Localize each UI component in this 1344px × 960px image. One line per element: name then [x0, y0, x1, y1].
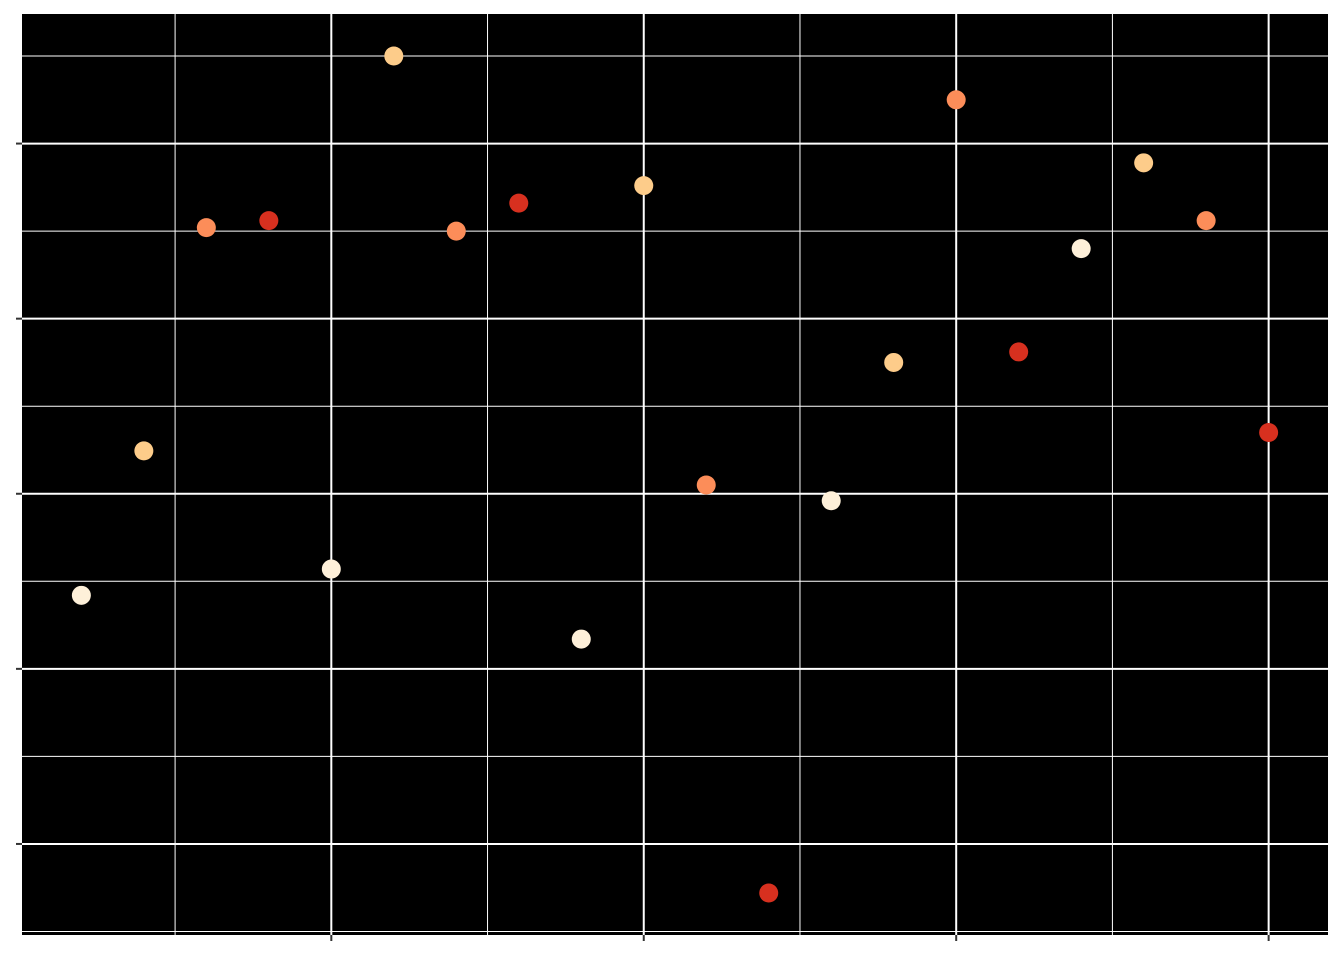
point [634, 176, 654, 196]
point [134, 441, 154, 461]
point [696, 475, 716, 495]
point [259, 211, 279, 231]
point [1259, 422, 1279, 442]
point [446, 221, 466, 241]
point [196, 218, 216, 238]
point [321, 559, 341, 579]
point [946, 90, 966, 110]
point [1071, 239, 1091, 259]
point [759, 883, 779, 903]
plot-panel [22, 14, 1328, 935]
point [71, 585, 91, 605]
point [384, 46, 404, 66]
point [509, 193, 529, 213]
point [1196, 211, 1216, 231]
point [1134, 153, 1154, 173]
point [884, 352, 904, 372]
point [821, 491, 841, 511]
point [1009, 342, 1029, 362]
point [571, 629, 591, 649]
